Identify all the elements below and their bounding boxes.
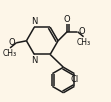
Text: N: N [31, 17, 38, 26]
Text: CH₃: CH₃ [3, 49, 17, 58]
Text: O: O [64, 15, 71, 24]
Text: Cl: Cl [70, 75, 79, 84]
Text: N: N [31, 55, 38, 64]
Text: O: O [78, 27, 85, 36]
Text: O: O [9, 38, 15, 47]
Text: CH₃: CH₃ [76, 38, 91, 47]
